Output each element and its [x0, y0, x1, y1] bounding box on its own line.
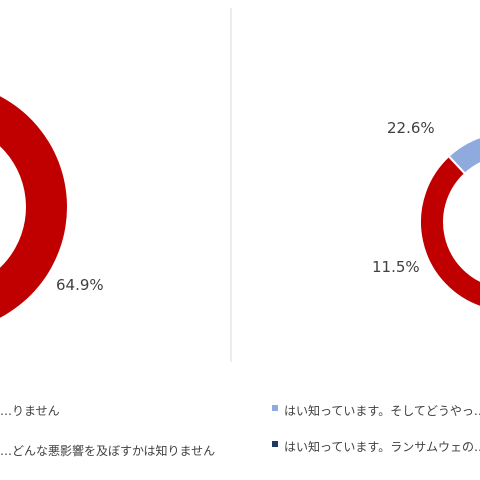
legend-swatch-light-blue	[272, 405, 278, 411]
right-data-label-1: 22.6%	[387, 119, 435, 137]
left-slice-64-9	[0, 96, 67, 318]
right-data-label-2: 11.5%	[372, 258, 420, 276]
right-donut-chart: 22.6% 11.5%	[372, 119, 480, 308]
left-legend: …りません …どんな悪影響を及ぼすかは知りません	[0, 404, 215, 458]
right-legend-label-1: はい知っています。そしてどうやっ…	[284, 404, 480, 418]
legend-swatch-dark-blue	[272, 441, 278, 447]
right-slice-22-6	[447, 136, 480, 176]
left-data-label: 64.9%	[56, 276, 104, 294]
right-slice-red	[419, 154, 480, 308]
left-legend-label-2: …どんな悪影響を及ぼすかは知りません	[0, 443, 215, 458]
left-donut-chart: 64.9%	[0, 96, 104, 318]
left-legend-label-1: …りません	[0, 404, 60, 418]
right-legend: はい知っています。そしてどうやっ… はい知っています。ランサムウェの…	[272, 404, 480, 454]
right-legend-label-2: はい知っています。ランサムウェの…	[284, 440, 480, 454]
